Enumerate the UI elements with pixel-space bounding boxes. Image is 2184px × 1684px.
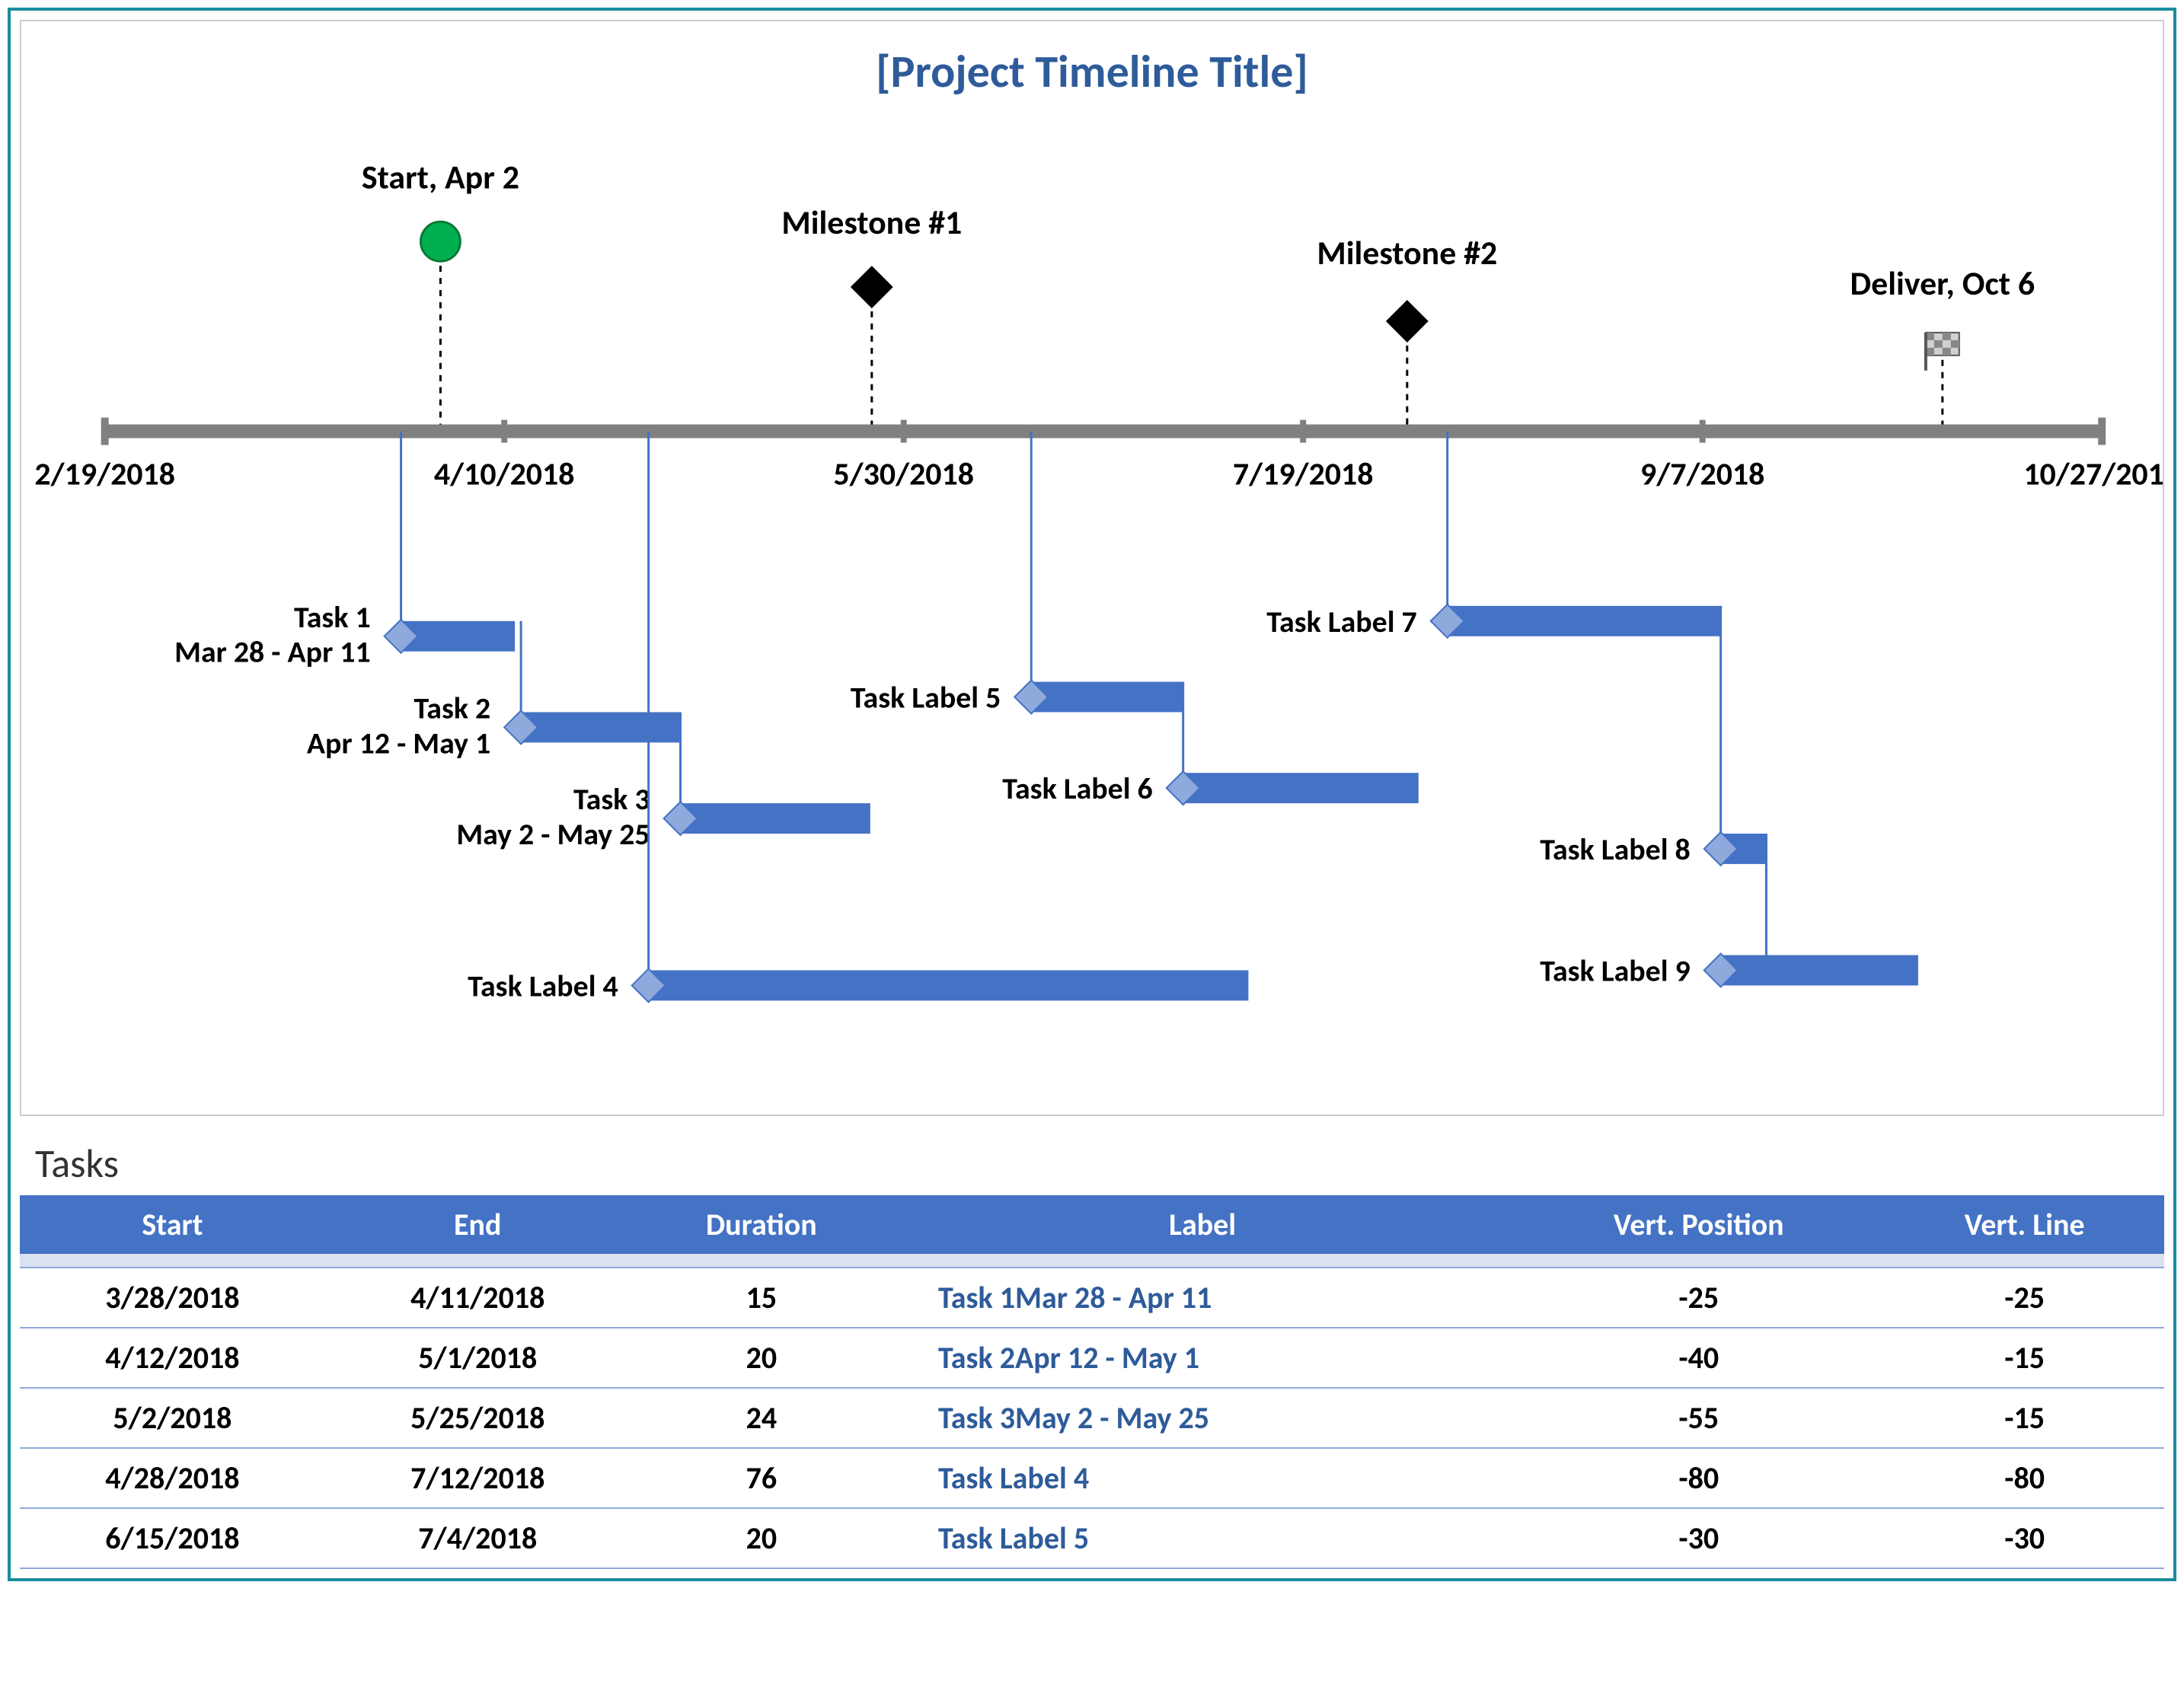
tasks-table-head: StartEndDurationLabelVert. PositionVert.… <box>20 1195 2164 1254</box>
task-label: Task Label 6 <box>1002 770 1153 807</box>
table-header-cell: Duration <box>631 1195 892 1254</box>
table-cell: -80 <box>1885 1448 2164 1508</box>
milestone-diamond-icon <box>851 266 893 308</box>
table-cell: 6/15/2018 <box>20 1508 325 1568</box>
table-cell: -80 <box>1512 1448 1885 1508</box>
task-date-label: May 2 - May 25 <box>456 815 650 853</box>
table-cell: 3/28/2018 <box>20 1268 325 1328</box>
task-bar <box>649 970 1249 1000</box>
task-label: Task Label 8 <box>1540 831 1691 868</box>
task-label: Task 1 <box>294 598 371 636</box>
table-cell: -15 <box>1885 1328 2164 1388</box>
table-row: 5/2/20185/25/201824Task 3May 2 - May 25-… <box>20 1388 2164 1448</box>
tasks-heading: Tasks <box>35 1139 2164 1188</box>
task-bar <box>1031 682 1183 713</box>
tasks-table: StartEndDurationLabelVert. PositionVert.… <box>20 1195 2164 1569</box>
outer-frame: [Project Timeline Title] Start, Apr 2Mil… <box>8 8 2176 1581</box>
axis-tick-label: 4/10/2018 <box>434 454 575 493</box>
task-bar <box>1183 773 1419 803</box>
axis-tick-label: 7/19/2018 <box>1233 454 1374 493</box>
table-cell: -15 <box>1885 1388 2164 1448</box>
milestone-label: Milestone #1 <box>781 202 962 243</box>
table-row: 3/28/20184/11/201815Task 1Mar 28 - Apr 1… <box>20 1268 2164 1328</box>
timeline-svg: Start, Apr 2 Milestone #1 Milestone #2 Deli… <box>21 21 2163 1115</box>
table-cell: -30 <box>1512 1508 1885 1568</box>
table-header-cell: Vert. Position <box>1512 1195 1885 1254</box>
table-row: 6/15/20187/4/201820Task Label 5-30-30 <box>20 1508 2164 1568</box>
task-date-label: Apr 12 - May 1 <box>307 724 490 761</box>
table-cell: 20 <box>631 1508 892 1568</box>
table-cell: -55 <box>1512 1388 1885 1448</box>
table-cell: Task Label 4 <box>892 1448 1512 1508</box>
milestone-label: Deliver, Oct 6 <box>1850 263 2035 304</box>
axis-tick-label: 2/19/2018 <box>34 454 175 493</box>
table-cell: 4/11/2018 <box>325 1268 631 1328</box>
start-circle-icon <box>421 222 461 261</box>
table-cell: 5/2/2018 <box>20 1388 325 1448</box>
task-label: Task 3 <box>573 780 650 818</box>
task-label: Task Label 9 <box>1540 952 1691 989</box>
task-bar <box>1448 606 1721 636</box>
table-cell: 5/1/2018 <box>325 1328 631 1388</box>
table-header-cell: Vert. Line <box>1885 1195 2164 1254</box>
table-row: 4/12/20185/1/201820Task 2Apr 12 - May 1-… <box>20 1328 2164 1388</box>
task-label: Task 2 <box>414 689 491 726</box>
milestone-label: Milestone #2 <box>1317 232 1497 273</box>
table-cell: 20 <box>631 1328 892 1388</box>
table-cell: Task 3May 2 - May 25 <box>892 1388 1512 1448</box>
task-label: Task Label 4 <box>468 967 618 1004</box>
table-cell: 4/12/2018 <box>20 1328 325 1388</box>
table-header-cell: Label <box>892 1195 1512 1254</box>
table-header-cell: Start <box>20 1195 325 1254</box>
table-cell: -40 <box>1512 1328 1885 1388</box>
axis-tick-label: 5/30/2018 <box>833 454 974 493</box>
axis-tick-label: 9/7/2018 <box>1640 454 1764 493</box>
task-bar <box>521 712 680 742</box>
task-date-label: Mar 28 - Apr 11 <box>174 633 371 671</box>
milestone-diamond-icon <box>1386 300 1429 343</box>
task-bar <box>681 803 870 834</box>
table-cell: 4/28/2018 <box>20 1448 325 1508</box>
timeline-chart-panel: [Project Timeline Title] Start, Apr 2Mil… <box>20 20 2164 1116</box>
table-cell: 24 <box>631 1388 892 1448</box>
table-header-cell: End <box>325 1195 631 1254</box>
table-cell: 7/12/2018 <box>325 1448 631 1508</box>
table-row: 4/28/20187/12/201876Task Label 4-80-80 <box>20 1448 2164 1508</box>
task-label: Task Label 5 <box>851 678 1001 716</box>
table-cell: Task 1Mar 28 - Apr 11 <box>892 1268 1512 1328</box>
table-cell: -25 <box>1512 1268 1885 1328</box>
task-label: Task Label 7 <box>1266 603 1417 640</box>
tasks-table-body: 3/28/20184/11/201815Task 1Mar 28 - Apr 1… <box>20 1254 2164 1568</box>
table-cell: 7/4/2018 <box>325 1508 631 1568</box>
task-bar <box>1721 955 1918 986</box>
axis-tick-label: 10/27/2018 <box>2023 454 2163 493</box>
table-cell: 76 <box>631 1448 892 1508</box>
table-cell: 5/25/2018 <box>325 1388 631 1448</box>
table-cell: -25 <box>1885 1268 2164 1328</box>
table-cell: Task Label 5 <box>892 1508 1512 1568</box>
table-cell: -30 <box>1885 1508 2164 1568</box>
table-cell: Task 2Apr 12 - May 1 <box>892 1328 1512 1388</box>
milestone-label: Start, Apr 2 <box>362 156 519 197</box>
table-cell: 15 <box>631 1268 892 1328</box>
